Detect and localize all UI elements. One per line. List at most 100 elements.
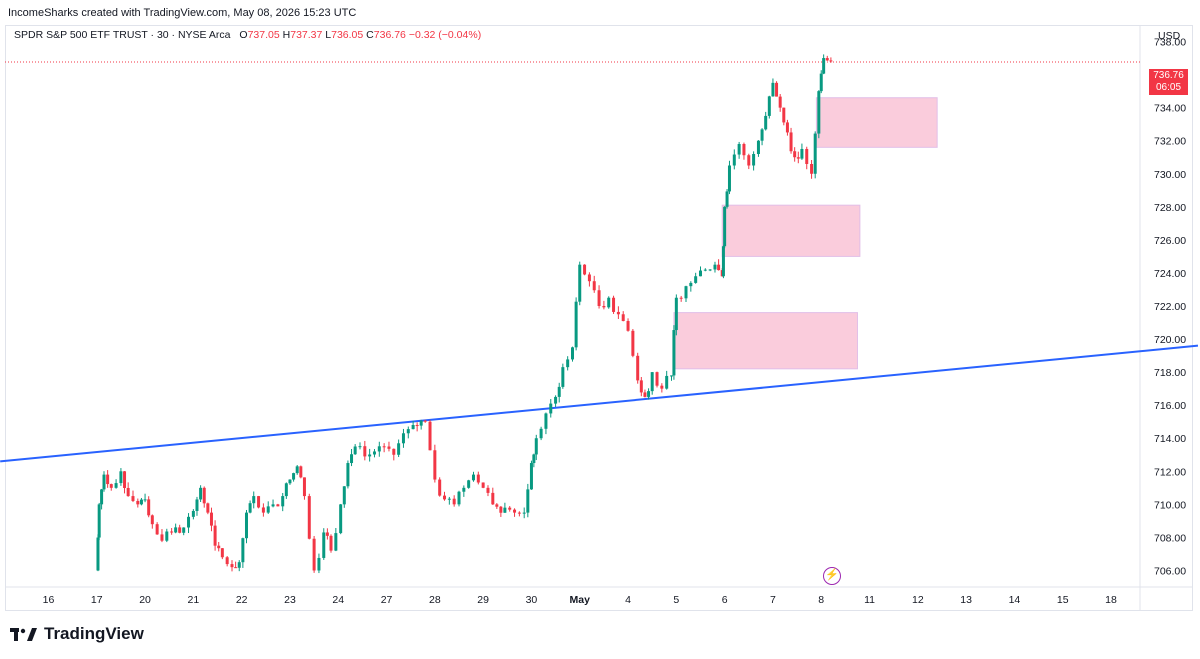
supply-zone: [673, 312, 858, 370]
supply-zone: [721, 204, 861, 257]
y-tick-label: 712.00: [1154, 466, 1186, 478]
low-label: L: [325, 29, 332, 41]
candle-body: [529, 463, 533, 490]
candle-body: [789, 132, 793, 152]
candle-body: [561, 367, 565, 387]
candle-body: [206, 503, 210, 513]
candle-body: [785, 122, 789, 133]
x-tick-label: 15: [1057, 594, 1069, 606]
candle-body: [406, 429, 410, 434]
candle-body: [174, 527, 178, 533]
y-tick-label: 716.00: [1154, 400, 1186, 412]
candle-body: [778, 96, 782, 108]
x-tick-label: 17: [91, 594, 103, 606]
candle-body: [401, 433, 405, 444]
candle-body: [554, 396, 558, 404]
candle-body: [312, 538, 316, 571]
candle-body: [428, 421, 432, 451]
candle-body: [539, 428, 543, 439]
candle-body: [292, 473, 296, 480]
candle-body: [764, 115, 768, 130]
candle-body: [213, 525, 217, 546]
candle-body: [209, 512, 213, 526]
candle-body: [302, 477, 306, 497]
candle-body: [679, 297, 683, 299]
candle-body: [760, 129, 764, 141]
close-value: 736.76: [373, 29, 406, 41]
candle-body: [810, 163, 814, 174]
y-tick-label: 728.00: [1154, 202, 1186, 214]
change-value: −0.32 (−0.04%): [408, 29, 482, 41]
candle-body: [557, 386, 561, 397]
candle-body: [767, 96, 771, 116]
x-tick-label: 20: [139, 594, 151, 606]
candle-body: [266, 506, 270, 513]
candle-body: [616, 311, 620, 315]
candle-body: [647, 391, 651, 397]
candle-body: [241, 538, 245, 563]
candle-body: [665, 375, 669, 389]
candle-body: [499, 506, 503, 513]
candle-body: [607, 297, 611, 308]
candle-body: [126, 487, 130, 497]
candle-body: [382, 446, 386, 448]
candle-body: [471, 474, 475, 481]
candle-body: [244, 512, 248, 539]
candle-body: [621, 314, 625, 322]
candle-body: [674, 297, 678, 331]
symbol-name[interactable]: SPDR S&P 500 ETF TRUST · 30 · NYSE Arca: [14, 29, 231, 41]
x-tick-label: 14: [1009, 594, 1021, 606]
chart-credit: IncomeSharks created with TradingView.co…: [8, 7, 357, 19]
candle-body: [742, 144, 746, 156]
x-tick-label: 23: [284, 594, 296, 606]
tradingview-logo[interactable]: TradingView: [10, 624, 144, 644]
candle-body: [114, 483, 118, 488]
candle-body: [281, 496, 285, 507]
candle-body: [660, 385, 664, 389]
candle-body: [342, 486, 346, 505]
candle-body: [136, 500, 140, 505]
x-tick-label: 8: [818, 594, 824, 606]
y-tick-label: 726.00: [1154, 235, 1186, 247]
candle-body: [182, 527, 186, 533]
x-tick-label: 11: [864, 594, 875, 606]
candle-body: [636, 355, 640, 381]
candle-body: [443, 495, 447, 500]
candle-body: [252, 496, 256, 504]
candle-body: [782, 107, 786, 123]
candle-body: [495, 504, 499, 507]
candle-body: [353, 446, 357, 455]
candle-body: [170, 531, 174, 533]
currency-label[interactable]: USD: [1158, 30, 1181, 42]
candle-body: [476, 474, 480, 483]
candle-body: [358, 446, 362, 448]
candle-body: [717, 264, 721, 271]
candle-body: [195, 499, 199, 511]
candle-body: [363, 446, 367, 457]
lightning-icon[interactable]: ⚡: [823, 567, 841, 585]
candle-body: [549, 403, 553, 414]
candle-body: [415, 425, 419, 427]
candle-body: [165, 531, 169, 541]
candle-body: [202, 487, 206, 504]
candle-body: [532, 454, 536, 464]
candle-body: [339, 504, 343, 534]
candle-body: [377, 446, 381, 452]
x-tick-label: 22: [236, 594, 248, 606]
candle-body: [639, 380, 643, 393]
y-tick-label: 710.00: [1154, 499, 1186, 511]
candle-body: [689, 282, 693, 287]
candle-body: [756, 140, 760, 155]
y-tick-label: 718.00: [1154, 367, 1186, 379]
candle-body: [793, 151, 797, 158]
candle-body: [322, 532, 326, 558]
candle-body: [684, 286, 688, 299]
candle-body: [97, 504, 101, 538]
candle-body: [747, 155, 751, 166]
candle-body: [230, 564, 234, 568]
x-tick-label: 29: [477, 594, 489, 606]
candle-body: [350, 454, 354, 464]
candle-body: [670, 375, 674, 377]
x-tick-label: 27: [381, 594, 393, 606]
